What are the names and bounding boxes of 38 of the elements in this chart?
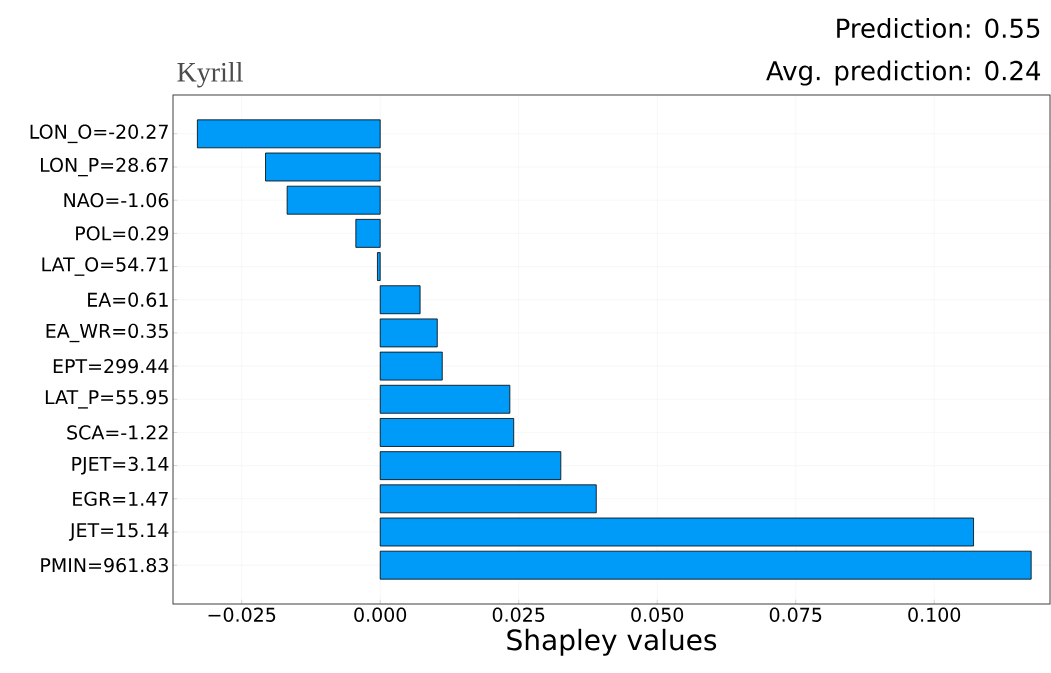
bar [379, 418, 515, 447]
text: Prediction: 0.55 [837, 17, 1040, 39]
y-tick-label: EPT=299.44 [53, 358, 169, 374]
x-tick-label: 0.000 [354, 607, 407, 622]
y-tick-label: LON_P=28.67 [40, 157, 168, 177]
bar [377, 252, 381, 281]
bar [379, 384, 511, 414]
x-tick-label: −0.025 [208, 607, 276, 622]
bar [379, 351, 443, 381]
x-axis-title: Shapley values [507, 628, 717, 656]
x-tick-label: 0.025 [492, 607, 545, 622]
x-tick-label: 0.050 [631, 607, 684, 622]
y-tick-label: PMIN=961.83 [41, 558, 168, 573]
bar [196, 119, 381, 149]
bar [379, 550, 1032, 580]
bar [379, 285, 421, 315]
bar [379, 318, 438, 348]
y-tick-label: PJET=3.14 [72, 456, 169, 475]
y-tick-label: LAT_P=55.95 [45, 389, 168, 409]
bar [379, 517, 974, 547]
y-tick-label: JET=15.14 [68, 523, 169, 541]
y-tick-label: SCA=-1.22 [67, 425, 168, 440]
x-tick-label: 0.075 [769, 607, 822, 622]
bar [379, 451, 562, 481]
y-tick-label: EGR=1.47 [73, 491, 168, 506]
y-tick-label: POL=0.29 [76, 226, 169, 241]
bar [265, 152, 381, 182]
x-tick-label: 0.100 [908, 607, 961, 622]
chart-title: Kyrill [177, 62, 243, 88]
y-tick-label: LON_O=-20.27 [30, 124, 168, 144]
bar [379, 484, 597, 514]
bar [355, 218, 381, 248]
text: Avg. prediction: 0.24 [766, 60, 1041, 86]
y-tick-label: NAO=-1.06 [64, 193, 169, 208]
y-tick-label: LAT_O=54.71 [42, 257, 168, 276]
y-tick-label: EA=0.61 [88, 292, 168, 307]
y-tick-label: EA_WR=0.35 [46, 323, 168, 343]
bar [286, 185, 381, 215]
